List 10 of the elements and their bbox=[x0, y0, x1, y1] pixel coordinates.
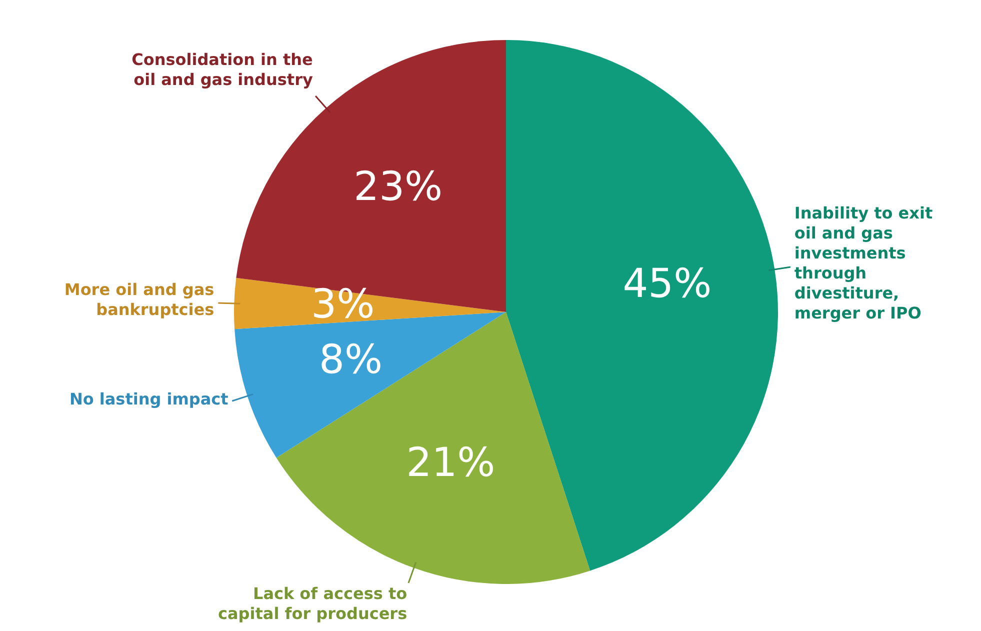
slice-label: More oil and gas bankruptcies bbox=[64, 280, 214, 319]
slice-label: No lasting impact bbox=[69, 389, 229, 408]
data-label: 3% bbox=[311, 281, 375, 328]
slice-label: Lack of access to capital for producers bbox=[218, 584, 408, 623]
slice-label: Consolidation in the oil and gas industry bbox=[132, 50, 314, 90]
slice-label: Inability to exit oil and gas investments through divestiture, merger or IPO bbox=[794, 203, 933, 322]
data-label: 21% bbox=[406, 440, 496, 486]
data-label: 45% bbox=[622, 260, 712, 307]
data-label: 8% bbox=[319, 336, 383, 383]
data-label: 23% bbox=[354, 164, 443, 210]
